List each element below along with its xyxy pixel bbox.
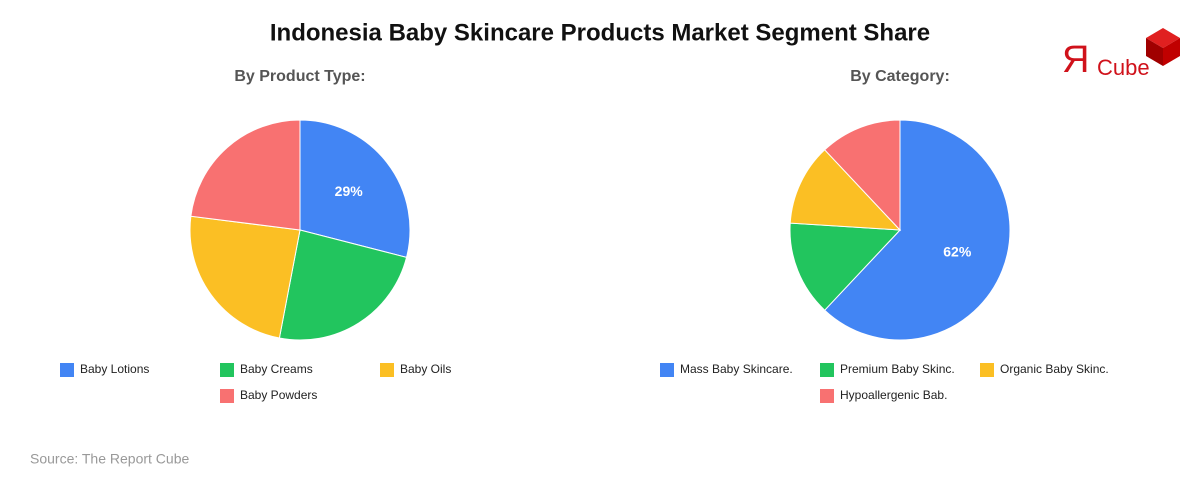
legend-label: Baby Lotions [80,362,149,376]
legend-swatch [820,363,834,377]
legend-label: Hypoallergenic Bab. [840,388,947,402]
data-label: 29% [335,183,364,199]
pie-slice [789,149,902,231]
legend-swatch [60,363,74,377]
legend-swatch [380,363,394,377]
pie-slice [789,222,902,311]
legend-swatch [220,363,234,377]
pie-title: By Product Type: [234,68,365,85]
legend-label: Baby Oils [400,362,451,376]
pie-slice [299,119,411,258]
legend-swatch [660,363,674,377]
source: Source: The Report Cube [30,451,189,467]
legend-label: Baby Creams [240,362,313,376]
pie-slice [278,229,408,341]
pie-slice [189,215,301,339]
legend-label: Baby Powders [240,388,317,402]
legend-swatch [820,389,834,403]
pie-slice [823,119,901,232]
legend-label: Premium Baby Skinc. [840,362,955,376]
pie-slice [190,119,301,231]
logo-cube-right [1163,38,1180,66]
logo-text: Cube [1097,55,1150,80]
legend-label: Organic Baby Skinc. [1000,362,1109,376]
chart-title: Indonesia Baby Skincare Products Market … [270,19,930,46]
logo-cube-left [1146,38,1163,66]
data-label: 62% [943,243,972,259]
legend-label: Mass Baby Skincare. [680,362,793,376]
pie-title: By Category: [850,68,950,85]
legend-swatch [980,363,994,377]
pie-slice [823,119,1011,341]
logo: Я Cube [1062,28,1180,81]
legend-swatch [220,389,234,403]
logo-mark: Я [1062,39,1089,81]
